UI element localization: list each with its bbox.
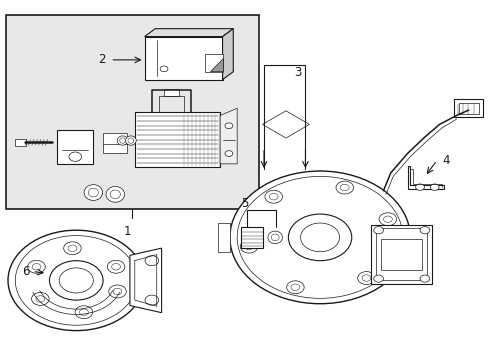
Polygon shape: [103, 134, 127, 153]
Ellipse shape: [110, 190, 120, 199]
Circle shape: [69, 152, 81, 161]
Circle shape: [229, 171, 409, 304]
Polygon shape: [217, 223, 229, 252]
Circle shape: [160, 66, 167, 72]
Circle shape: [59, 268, 93, 293]
Circle shape: [111, 264, 120, 270]
Circle shape: [373, 226, 383, 234]
Circle shape: [113, 288, 122, 295]
Polygon shape: [407, 166, 444, 189]
Text: 5: 5: [240, 197, 248, 210]
Text: 1: 1: [123, 225, 131, 238]
Circle shape: [63, 242, 81, 255]
Bar: [453, 99, 483, 117]
Circle shape: [290, 284, 299, 291]
Text: 6: 6: [22, 265, 30, 278]
Circle shape: [32, 264, 41, 270]
Bar: [135, 112, 220, 167]
Bar: [15, 139, 26, 146]
Circle shape: [8, 230, 144, 330]
Bar: [163, 89, 178, 96]
Circle shape: [75, 306, 93, 319]
Ellipse shape: [267, 231, 282, 244]
Circle shape: [264, 190, 282, 203]
Ellipse shape: [271, 234, 279, 241]
Bar: [380, 239, 422, 270]
Polygon shape: [144, 29, 233, 37]
Circle shape: [383, 216, 391, 222]
Circle shape: [145, 295, 158, 305]
Circle shape: [269, 193, 278, 200]
Ellipse shape: [125, 136, 136, 145]
Circle shape: [107, 260, 124, 273]
Polygon shape: [210, 58, 222, 71]
Circle shape: [108, 285, 126, 298]
Bar: [5, 15, 259, 209]
Circle shape: [415, 184, 424, 190]
Circle shape: [286, 281, 304, 294]
Circle shape: [419, 275, 429, 282]
Circle shape: [68, 245, 77, 252]
Bar: [144, 37, 222, 80]
Ellipse shape: [128, 138, 134, 143]
Circle shape: [361, 275, 370, 281]
Circle shape: [224, 151, 232, 157]
Text: 2: 2: [98, 53, 105, 66]
Bar: [370, 225, 431, 284]
Polygon shape: [130, 248, 161, 313]
Polygon shape: [220, 108, 237, 164]
Circle shape: [237, 176, 402, 298]
Circle shape: [419, 226, 429, 234]
Ellipse shape: [106, 186, 124, 202]
Ellipse shape: [88, 188, 98, 197]
Polygon shape: [262, 111, 309, 138]
Ellipse shape: [120, 138, 125, 143]
Circle shape: [300, 223, 339, 252]
Circle shape: [145, 256, 158, 266]
Circle shape: [340, 184, 348, 191]
Circle shape: [15, 235, 137, 325]
Circle shape: [335, 181, 353, 194]
Ellipse shape: [117, 136, 128, 145]
Circle shape: [36, 296, 44, 302]
Polygon shape: [222, 29, 233, 80]
Circle shape: [244, 243, 253, 250]
Circle shape: [32, 292, 49, 305]
Circle shape: [373, 275, 383, 282]
Circle shape: [224, 123, 232, 129]
Circle shape: [357, 271, 374, 284]
Text: 3: 3: [294, 66, 301, 79]
Circle shape: [429, 184, 438, 190]
Circle shape: [378, 213, 396, 226]
Bar: [57, 130, 93, 164]
Circle shape: [288, 214, 351, 261]
Bar: [241, 227, 262, 248]
Circle shape: [28, 260, 45, 273]
Bar: [375, 228, 427, 280]
Bar: [458, 103, 478, 114]
Circle shape: [80, 309, 88, 315]
Circle shape: [240, 240, 257, 253]
Circle shape: [49, 261, 103, 300]
Ellipse shape: [84, 185, 102, 201]
Text: 4: 4: [441, 154, 448, 167]
Polygon shape: [205, 54, 222, 72]
